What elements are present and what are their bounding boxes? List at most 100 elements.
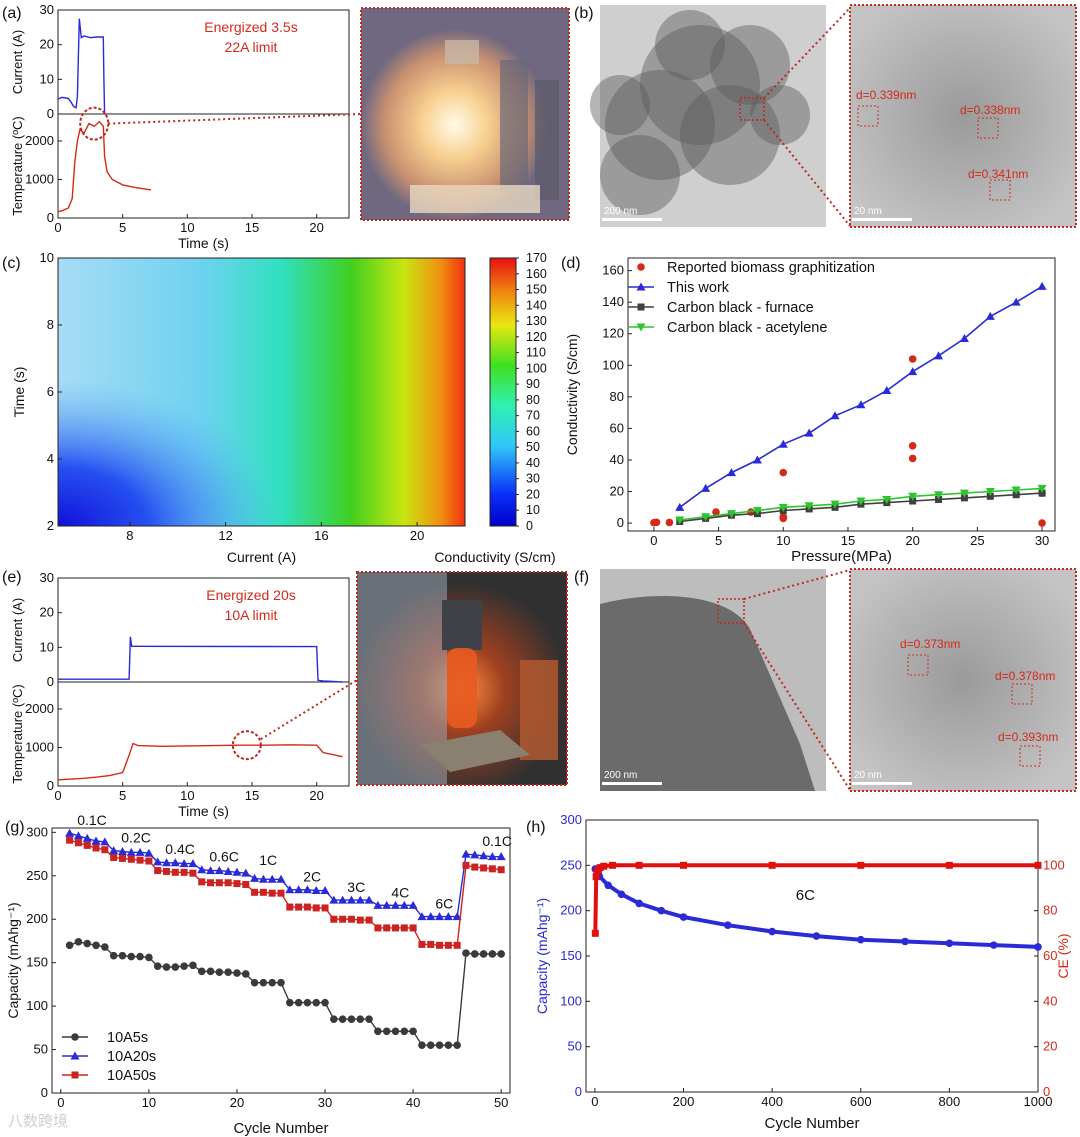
data-point [480, 864, 488, 872]
data-point [778, 439, 788, 448]
rate-annotation: 6C [796, 887, 815, 904]
data-point [241, 970, 250, 978]
data-point [399, 900, 409, 909]
data-point [487, 852, 497, 861]
rate-label: 0.4C [165, 841, 195, 857]
data-point [444, 1041, 453, 1050]
data-point [908, 355, 917, 363]
y-tick-label: 100 [602, 357, 624, 372]
hrtem-image [850, 5, 1076, 227]
zoom-connector [743, 569, 851, 600]
y-tick-label: 120 [602, 326, 624, 341]
glowing-tube [447, 648, 477, 728]
data-point [144, 848, 154, 857]
x-tick-label: 600 [850, 1094, 872, 1109]
colorbar-tick-label: 40 [526, 456, 540, 470]
data-point [215, 879, 223, 887]
copper-electrode [520, 660, 558, 760]
data-point [479, 851, 489, 860]
particle-cluster [600, 135, 680, 215]
lattice-spacing-label: d=0.338nm [960, 103, 1020, 117]
y-tick-label: 80 [610, 389, 624, 404]
scale-bar-label: 20 nm [854, 770, 882, 781]
data-point [109, 951, 118, 960]
data-point [596, 864, 604, 872]
panel-label-e: (e) [2, 569, 22, 586]
data-point [901, 937, 909, 946]
data-point [471, 863, 479, 871]
rate-label: 3C [347, 879, 365, 895]
x-tick-label: 5 [119, 220, 126, 235]
temperature-axis-label: Temperature (ºC) [10, 684, 25, 783]
data-point [101, 943, 109, 951]
data-point [382, 900, 392, 909]
particle-cluster [655, 10, 725, 80]
data-point [197, 967, 206, 976]
electrode-top [445, 40, 479, 64]
data-point [497, 950, 505, 958]
current-tick-label: 30 [40, 2, 54, 17]
data-point [945, 861, 953, 869]
data-point [347, 1015, 356, 1023]
scale-bar [852, 218, 912, 221]
data-point [268, 978, 276, 987]
x-tick-label: 16 [314, 528, 328, 543]
data-point [453, 941, 461, 949]
hotspot-circle [79, 106, 110, 141]
data-point [986, 492, 994, 500]
data-point [882, 386, 892, 395]
ce-tick-label: 60 [1043, 948, 1057, 963]
data-point [604, 881, 612, 890]
y-tick-label: 4 [47, 451, 54, 466]
data-point [657, 906, 666, 915]
y-tick-label: 140 [602, 294, 624, 309]
y-axis-label: Time (s) [11, 367, 27, 418]
data-point [118, 951, 127, 960]
particle-cluster [680, 85, 780, 185]
data-point [701, 513, 711, 522]
particle-cluster [710, 25, 790, 105]
data-point [908, 492, 918, 501]
energize-annotation: Energized 20s [206, 587, 296, 603]
legend-marker [71, 1071, 79, 1079]
data-point [171, 868, 179, 876]
data-point [250, 978, 259, 987]
data-point [935, 495, 943, 503]
data-point [617, 890, 626, 899]
data-point [675, 502, 685, 511]
data-point [65, 941, 74, 950]
data-point [591, 929, 599, 937]
tem-image [600, 5, 826, 227]
colorbar-tick-label: 130 [526, 314, 547, 328]
data-point [804, 502, 814, 511]
colorbar-label: Conductivity (S/cm) [434, 549, 555, 565]
data-point [338, 895, 348, 904]
data-point [768, 861, 776, 869]
data-point [675, 516, 685, 525]
data-point [321, 904, 329, 912]
x-tick-label: 0 [650, 533, 657, 548]
rate-frame [51, 827, 511, 1094]
data-point [435, 912, 445, 921]
data-point [985, 488, 995, 497]
data-point [592, 873, 600, 881]
x-tick-label: 0 [591, 1094, 598, 1109]
data-point [214, 866, 224, 875]
ce-axis-label: CE (%) [1055, 933, 1071, 978]
colorbar-frame [489, 257, 517, 527]
heatmap-low-region [58, 258, 465, 526]
y-tick-label: 100 [26, 998, 48, 1013]
data-point [241, 868, 251, 877]
data-point [426, 912, 436, 921]
colorbar-tick-label: 70 [526, 409, 540, 423]
data-point [145, 953, 153, 962]
data-point [286, 998, 294, 1007]
ce-tick-label: 100 [1043, 857, 1065, 872]
data-point [652, 518, 661, 527]
data-point [409, 1027, 417, 1036]
data-point [66, 836, 74, 844]
data-point [635, 899, 643, 908]
data-point [250, 873, 260, 882]
rate-label: 1C [259, 852, 277, 868]
